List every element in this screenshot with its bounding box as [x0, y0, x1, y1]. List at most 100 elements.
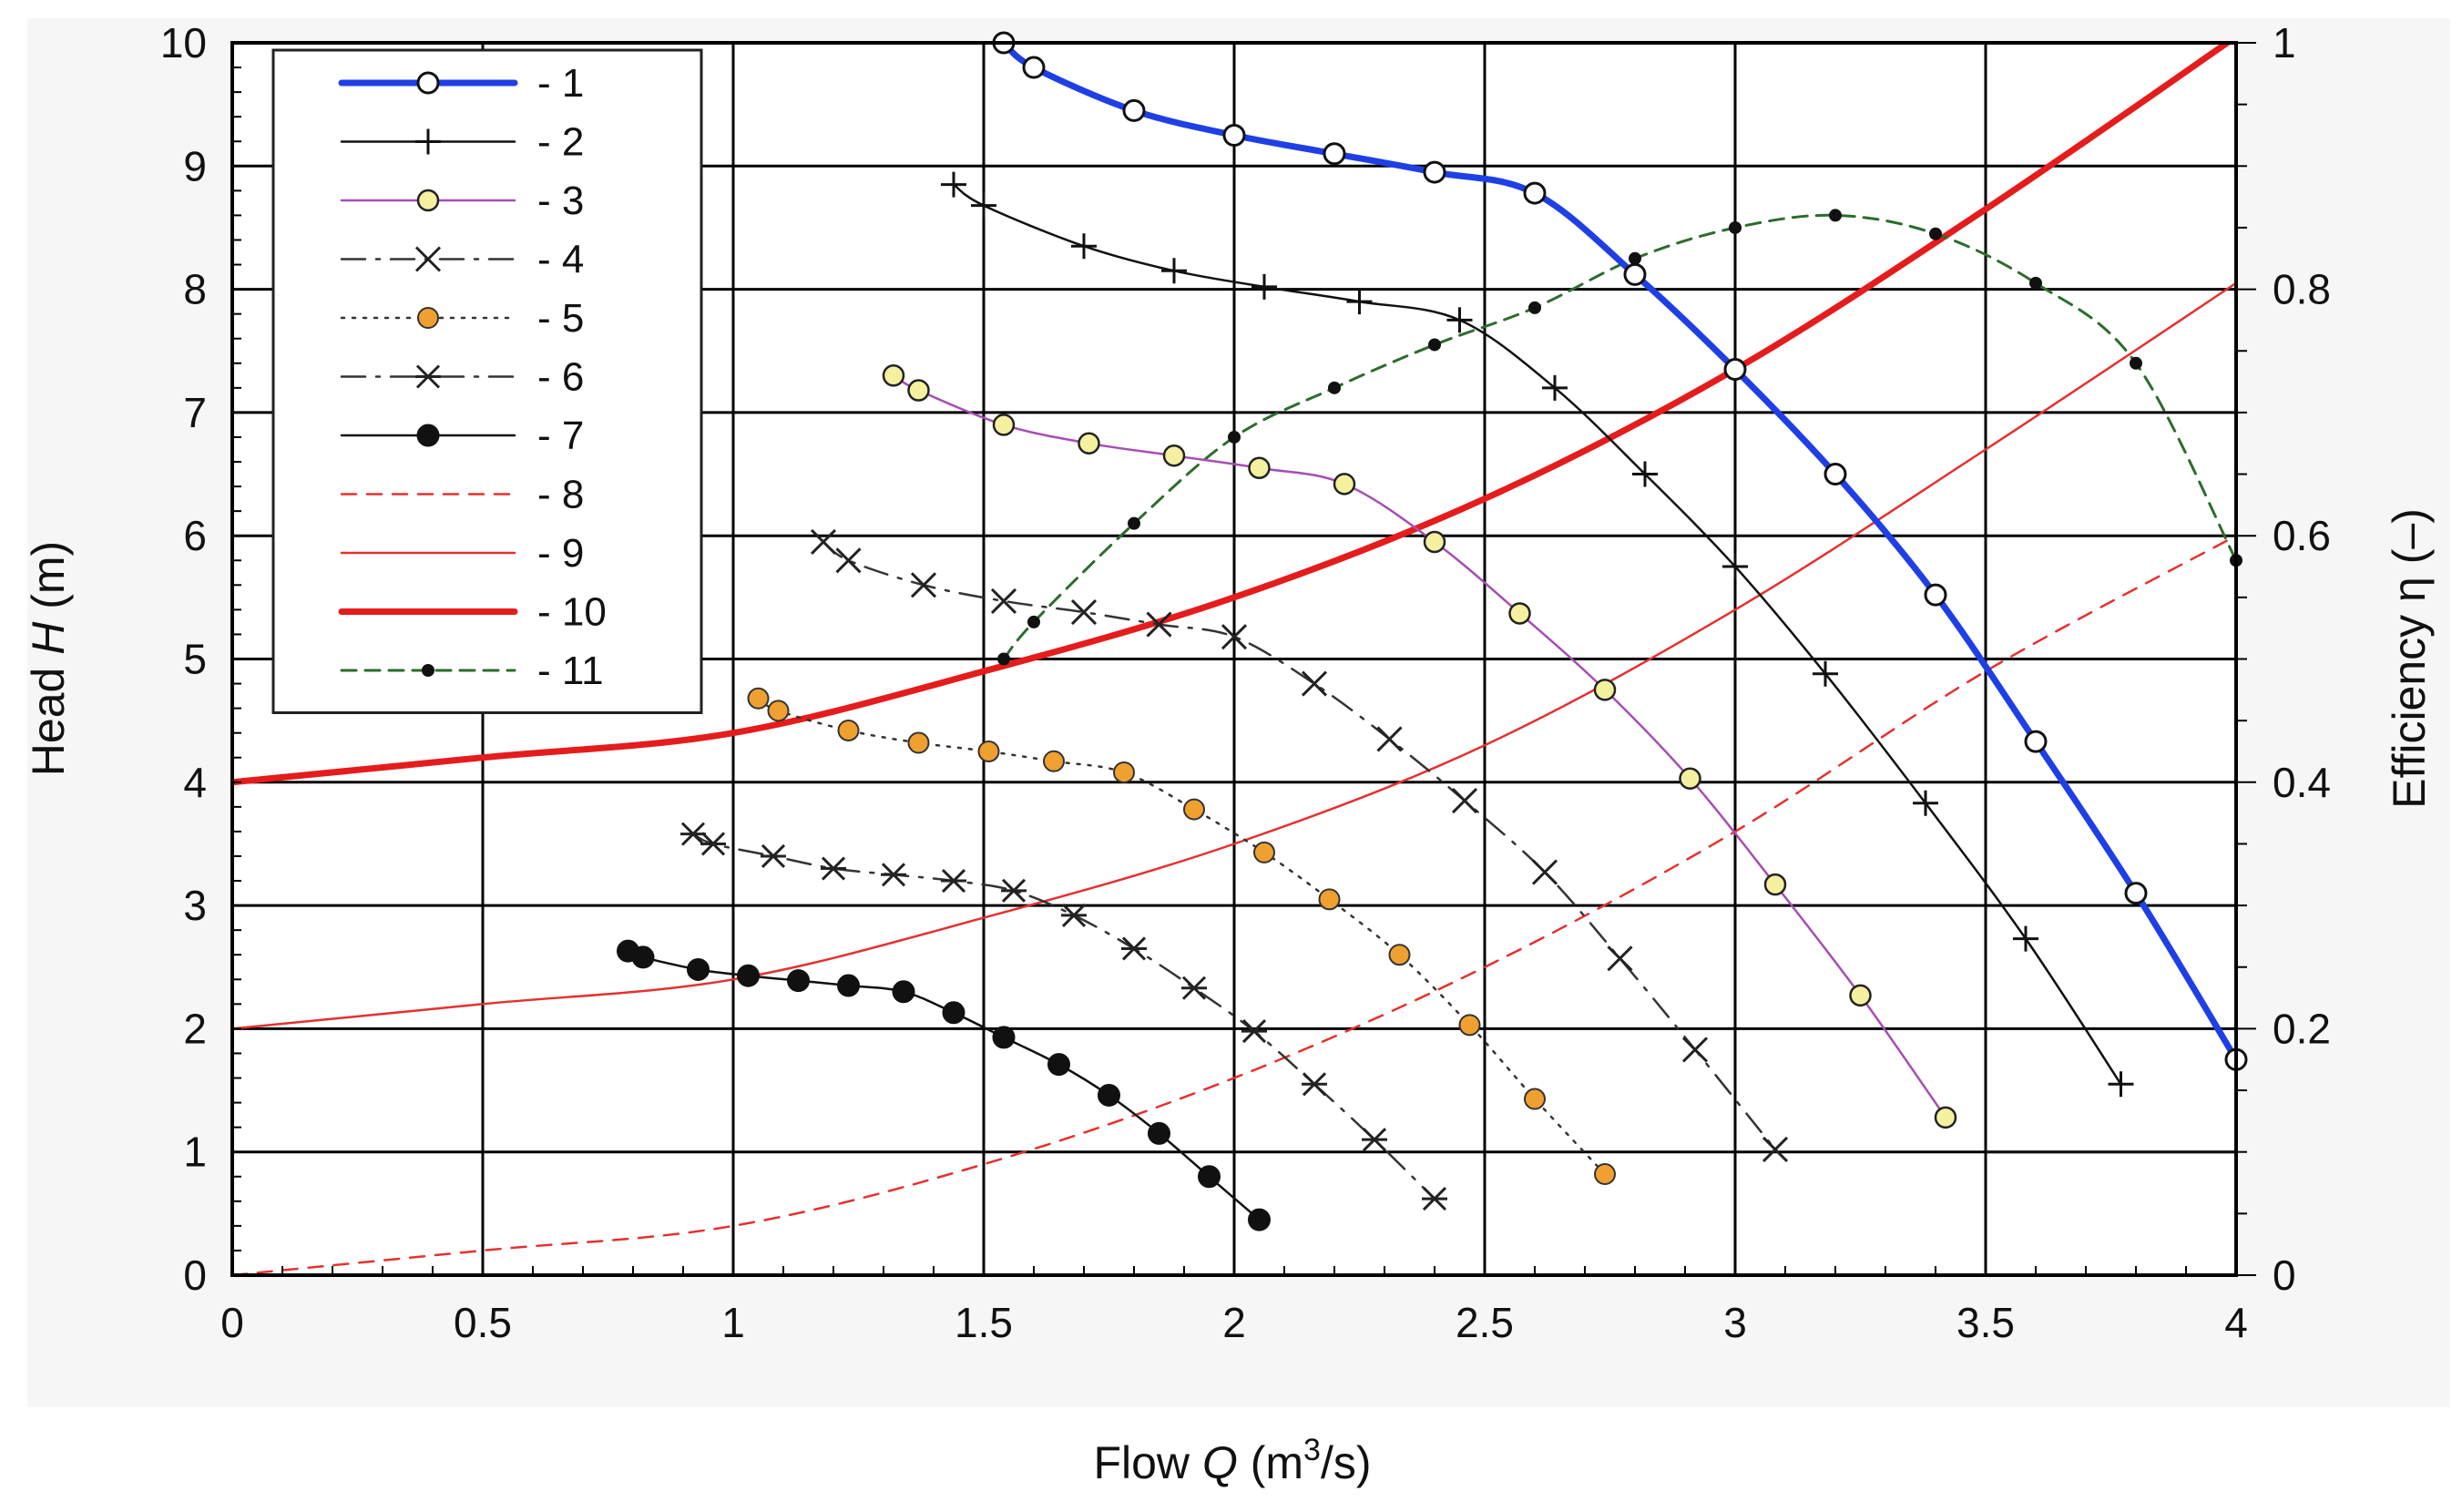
series-3-marker: [1162, 444, 1186, 467]
series-4-marker: [910, 572, 937, 598]
y-tick-label: 3: [183, 882, 207, 929]
y-tick-label: 2: [183, 1005, 207, 1052]
series-1-marker: [2124, 882, 2148, 905]
y2-tick-label: 0.8: [2273, 266, 2331, 313]
x-tick-label: 0: [220, 1299, 244, 1346]
x-tick-label: 3: [1723, 1299, 1747, 1346]
series-11-marker: [1528, 301, 1541, 314]
series-10-line: [232, 43, 2233, 786]
series-5-marker: [767, 700, 790, 722]
series-11-marker: [1228, 430, 1241, 444]
series-5-marker: [1594, 1163, 1616, 1186]
series-5-marker: [837, 719, 860, 741]
y-tick-label: 9: [183, 142, 207, 189]
series-2-marker: [1446, 307, 1473, 333]
series-11-marker: [1428, 338, 1441, 352]
grid: [230, 41, 2238, 1277]
legend-entry-7: - 7: [340, 414, 584, 458]
series-7-marker: [942, 1001, 965, 1025]
y-tick-label: 4: [183, 759, 207, 806]
series-2-marker: [1913, 790, 1938, 816]
legend-label: - 8: [537, 473, 584, 517]
series-4-marker: [1221, 624, 1248, 650]
series-4-marker: [1762, 1136, 1789, 1163]
series-4-marker: [810, 528, 837, 556]
legend-entry-2: - 2: [340, 120, 584, 165]
legend-label: - 10: [537, 590, 607, 635]
series-9-line: [232, 281, 2236, 1030]
series-11-marker: [1829, 209, 1842, 222]
series-3-marker: [1679, 767, 1701, 790]
series-4-marker: [1681, 1037, 1709, 1063]
series-6-marker: [881, 863, 906, 887]
series-4-marker: [1451, 788, 1478, 814]
y2-tick-label: 0: [2273, 1251, 2296, 1299]
series-6-line: [691, 833, 1436, 1200]
series-5-line: [757, 697, 1607, 1176]
series-2-marker: [971, 192, 996, 219]
series-1-marker: [1623, 262, 1647, 286]
series-3-marker: [992, 414, 1016, 436]
series-7-marker: [1047, 1053, 1070, 1077]
y-tick-label: 6: [183, 512, 207, 559]
series-2-marker: [1542, 374, 1568, 401]
y-axis-label: Head H (m): [23, 541, 74, 776]
series-2-marker: [1251, 273, 1277, 300]
series-1-marker: [1323, 142, 1346, 166]
legend-label: - 1: [537, 61, 584, 106]
legend-label: - 7: [537, 414, 584, 458]
series-2-marker: [1813, 660, 1838, 687]
series-7-marker: [687, 957, 710, 981]
series-1-marker: [1924, 583, 1947, 607]
y2-tick-label: 0.6: [2273, 512, 2331, 559]
series-7-marker: [1248, 1208, 1271, 1231]
series-7-marker: [1098, 1083, 1120, 1107]
series-3-marker: [1508, 602, 1531, 625]
series-2-marker: [1161, 258, 1187, 284]
legend: - 1 - 2 - 3 - 4 - 5 - 6 - 7 - 8 - 9 - 10 - 11: [271, 48, 703, 714]
series-5-marker: [1388, 944, 1411, 966]
x-tick-label: 3.5: [1956, 1299, 2015, 1346]
series-3-marker: [907, 379, 930, 402]
legend-entry-10: - 10: [338, 590, 607, 635]
legend-label: - 5: [537, 296, 584, 341]
series-2-marker: [1071, 233, 1097, 260]
legend-label: - 6: [537, 355, 584, 400]
series-3-marker: [1763, 873, 1787, 896]
y-tick-label: 1: [183, 1129, 207, 1176]
series-7-marker: [892, 980, 915, 1004]
series-11-marker: [1027, 615, 1040, 628]
series-1-marker: [1022, 56, 1046, 79]
x-tick-label: 2: [1222, 1299, 1246, 1346]
series-7-marker: [787, 969, 810, 993]
series-5-marker: [977, 740, 1000, 762]
series-5-marker: [1458, 1014, 1481, 1037]
series-1-marker: [2024, 730, 2048, 753]
legend-label: - 3: [537, 179, 584, 223]
series-2-marker: [2108, 1071, 2134, 1098]
series-3-marker: [1849, 984, 1872, 1007]
x-tick-label: 2.5: [1456, 1299, 1514, 1346]
series-2-marker: [941, 171, 966, 198]
series-1-marker: [1122, 98, 1146, 122]
legend-marker-sample: [416, 424, 440, 447]
y-tick-label: 7: [183, 389, 207, 436]
series-7-marker: [992, 1026, 1016, 1049]
series-5-marker: [1183, 798, 1205, 821]
legend-entry-5: - 5: [340, 296, 584, 341]
series-5-marker: [1253, 841, 1275, 863]
series-1-marker: [1222, 123, 1246, 147]
legend-label: - 11: [537, 649, 604, 693]
x-tick-label: 1: [721, 1299, 745, 1346]
legend-marker-sample: [416, 71, 440, 95]
series-4-marker: [1301, 670, 1328, 697]
series-11-marker: [1729, 220, 1742, 234]
legend-marker-sample: [415, 128, 441, 155]
legend-marker-sample: [422, 664, 434, 677]
series-6-marker: [700, 832, 726, 856]
x-tick-label: 1.5: [955, 1299, 1013, 1346]
series-8-line: [232, 534, 2236, 1275]
series-2-marker: [1346, 289, 1373, 315]
